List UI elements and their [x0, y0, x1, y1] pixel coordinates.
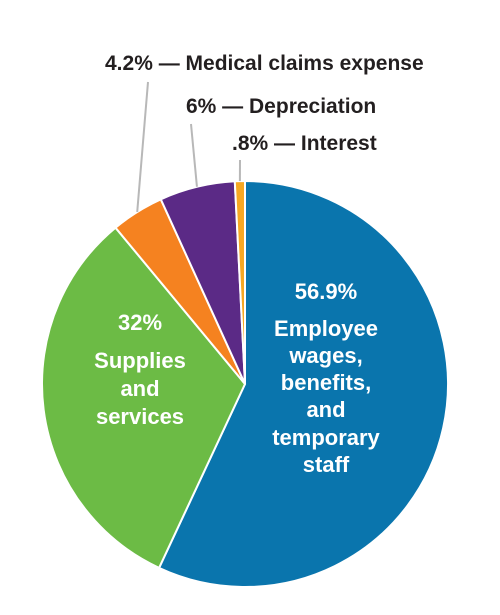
leader-line-depreciation [190, 123, 198, 187]
pie-slice-wages [157, 179, 449, 588]
wages-label-line: staff [303, 452, 350, 477]
wages-label-line: temporary [272, 425, 380, 450]
wages-label-line: benefits, [281, 370, 371, 395]
wages-label-line: and [306, 397, 345, 422]
pie-slices [41, 179, 449, 588]
interest-label: .8% — Interest [232, 132, 377, 155]
wages-label-line: Employee [274, 316, 378, 341]
wages-inner-label: 56.9% Employee wages, benefits, and temp… [272, 279, 380, 477]
wages-percent-label: 56.9% [295, 279, 357, 304]
supplies-label-line: and [120, 376, 159, 401]
leader-lines [136, 81, 241, 213]
leader-line-medical [136, 81, 149, 213]
supplies-label-line: Supplies [94, 348, 186, 373]
pie-slice-interest [233, 179, 246, 385]
supplies-label-line: services [96, 404, 184, 429]
pie-slice-supplies [41, 226, 247, 570]
wages-label-line: wages, [288, 343, 362, 368]
supplies-inner-label: 32% Supplies and services [94, 310, 186, 429]
medical-claims-label: 4.2% — Medical claims expense [105, 52, 424, 75]
supplies-percent-label: 32% [118, 310, 162, 335]
depreciation-label: 6% — Depreciation [186, 95, 376, 118]
